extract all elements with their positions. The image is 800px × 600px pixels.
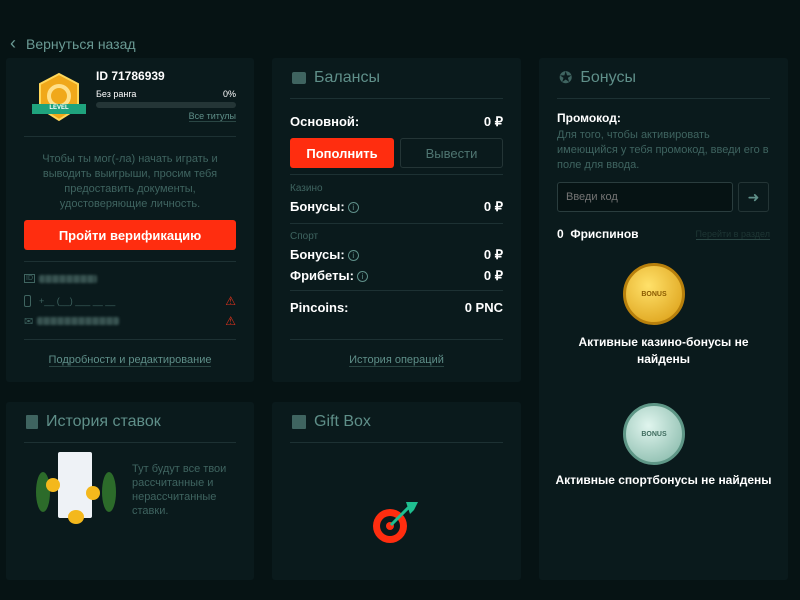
arrow-right-icon: ➜	[747, 188, 760, 205]
details-link[interactable]: Подробности и редактирование	[48, 354, 212, 367]
award-icon: ✪	[559, 70, 573, 87]
promo-input[interactable]	[557, 182, 733, 212]
gift-icon	[292, 415, 306, 429]
bets-title: История ставок	[46, 413, 161, 430]
level-badge: LEVEL	[30, 72, 88, 124]
pincoins-value: 0 PNC	[464, 300, 503, 315]
target-icon	[370, 498, 422, 553]
casino-label: Казино	[290, 183, 323, 194]
all-titles-link[interactable]: Все титулы	[188, 111, 236, 122]
balances-card: Балансы Основной: 0 ₽ Пополнить Вывести К…	[272, 58, 521, 382]
bets-history-card: История ставок Тут будут все твои рассчи…	[6, 402, 254, 580]
promo-submit-button[interactable]: ➜	[738, 182, 769, 212]
phone-placeholder: +__ (__) ___ __ __	[39, 296, 116, 306]
chevron-left-icon: ‹	[10, 33, 16, 53]
sport-coin-image: BONUS	[623, 403, 685, 465]
promo-title: Промокод:	[557, 111, 621, 125]
casino-bonus-empty: Активные казино-бонусы не найдены	[578, 335, 749, 366]
freebets-label: Фрибеты:	[290, 268, 354, 283]
sport-label: Спорт	[290, 231, 319, 242]
info-icon[interactable]: i	[356, 271, 368, 283]
goto-section-link[interactable]: Перейти в раздел	[695, 228, 770, 240]
freebets-value: 0 ₽	[483, 268, 503, 283]
warning-icon: ⚠	[225, 294, 236, 308]
profile-card: LEVEL ID 71786939 Без ранга 0% Все титул…	[6, 58, 254, 382]
promo-text: Для того, чтобы активировать имеющийся у…	[557, 129, 769, 171]
warning-icon: ⚠	[225, 314, 236, 328]
freespins-count: 0	[557, 227, 564, 241]
badge-text: LEVEL	[49, 105, 69, 111]
info-icon[interactable]: i	[347, 250, 359, 262]
phone-icon	[24, 295, 31, 307]
back-link[interactable]: ‹ Вернуться назад	[10, 33, 136, 54]
main-balance-label: Основной:	[290, 114, 360, 129]
back-label: Вернуться назад	[26, 35, 136, 52]
casino-coin-image: BONUS	[623, 263, 685, 325]
freespins-label: Фриспинов	[570, 227, 639, 241]
bonuses-title: Бонусы	[580, 69, 636, 86]
mail-icon: ✉	[24, 315, 34, 328]
balances-title: Балансы	[314, 69, 380, 86]
sport-bonus-value: 0 ₽	[483, 247, 503, 262]
phone-row: +__ (__) ___ __ __ ⚠	[24, 294, 236, 308]
wallet-icon	[292, 72, 306, 84]
sport-bonus-label: Бонусы:	[290, 247, 345, 262]
bets-empty-text: Тут будут все твои рассчитанные и нерасс…	[132, 463, 227, 517]
operations-history-link[interactable]: История операций	[349, 354, 444, 367]
casino-bonus-value: 0 ₽	[483, 199, 503, 214]
rank-label: Без ранга	[96, 89, 137, 99]
casino-bonus-label: Бонусы:	[290, 199, 345, 214]
receipt-icon	[26, 415, 38, 429]
receipt-illustration	[28, 452, 118, 526]
bonuses-card: ✪ Бонусы Промокод: Для того, чтобы активи…	[539, 58, 788, 580]
sport-bonus-empty: Активные спортбонусы не найдены	[555, 473, 772, 487]
id-row: ID	[24, 274, 236, 283]
verify-button[interactable]: Пройти верификацию	[24, 220, 236, 250]
deposit-button[interactable]: Пополнить	[290, 138, 394, 168]
giftbox-title: Gift Box	[314, 413, 371, 430]
withdraw-button[interactable]: Вывести	[400, 138, 503, 168]
id-icon: ID	[24, 274, 35, 283]
giftbox-card: Gift Box	[272, 402, 521, 580]
email-row: ✉ ⚠	[24, 314, 236, 328]
rank-progress-bar	[96, 102, 236, 108]
pincoins-label: Pincoins:	[290, 300, 349, 315]
info-icon[interactable]: i	[347, 202, 359, 214]
user-id: ID 71786939	[96, 69, 165, 83]
progress-label: 0%	[222, 89, 236, 99]
verify-text: Чтобы ты мог(-ла) начать играть и выводи…	[42, 153, 218, 210]
main-balance-value: 0 ₽	[483, 114, 503, 129]
